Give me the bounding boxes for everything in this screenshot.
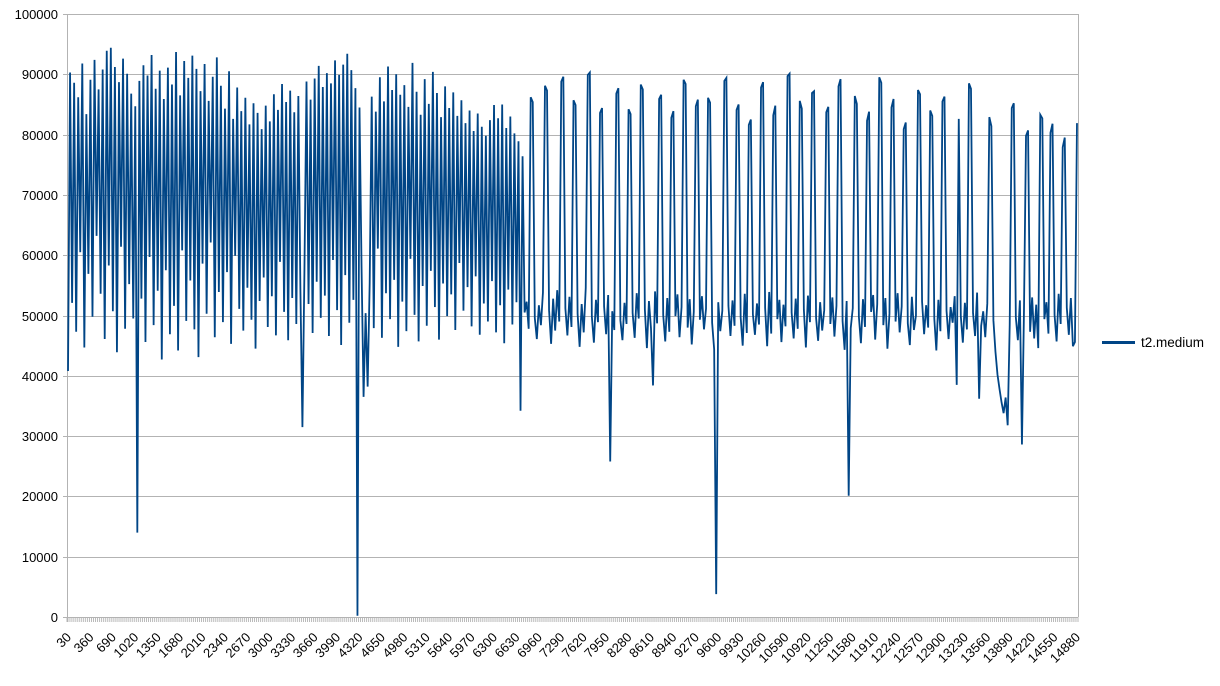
y-tick-label: 80000 xyxy=(22,128,58,143)
x-tick-label: 360 xyxy=(71,630,97,656)
y-tick-label: 100000 xyxy=(15,7,58,22)
y-tick-label: 50000 xyxy=(22,309,58,324)
legend-label: t2.medium xyxy=(1141,335,1205,350)
x-axis-tick-comb xyxy=(66,617,1079,622)
y-axis-labels: 0 10000 20000 30000 40000 50000 60000 70000 8000… xyxy=(15,7,58,625)
y-tick-label: 0 xyxy=(51,610,58,625)
y-tick-label: 70000 xyxy=(22,188,58,203)
y-tick-label: 90000 xyxy=(22,67,58,82)
y-tick-label: 10000 xyxy=(22,550,58,565)
y-tick-label: 60000 xyxy=(22,248,58,263)
y-tick-label: 30000 xyxy=(22,429,58,444)
series-line-t2-medium xyxy=(67,47,1078,616)
x-tick-label: 30 xyxy=(53,630,74,651)
y-tick-label: 20000 xyxy=(22,489,58,504)
y-tick-label: 40000 xyxy=(22,369,58,384)
x-axis-labels: 3036069010201350168020102340267030003330… xyxy=(53,630,1083,666)
legend: t2.medium xyxy=(1102,336,1204,350)
legend-line-swatch xyxy=(1102,341,1135,345)
